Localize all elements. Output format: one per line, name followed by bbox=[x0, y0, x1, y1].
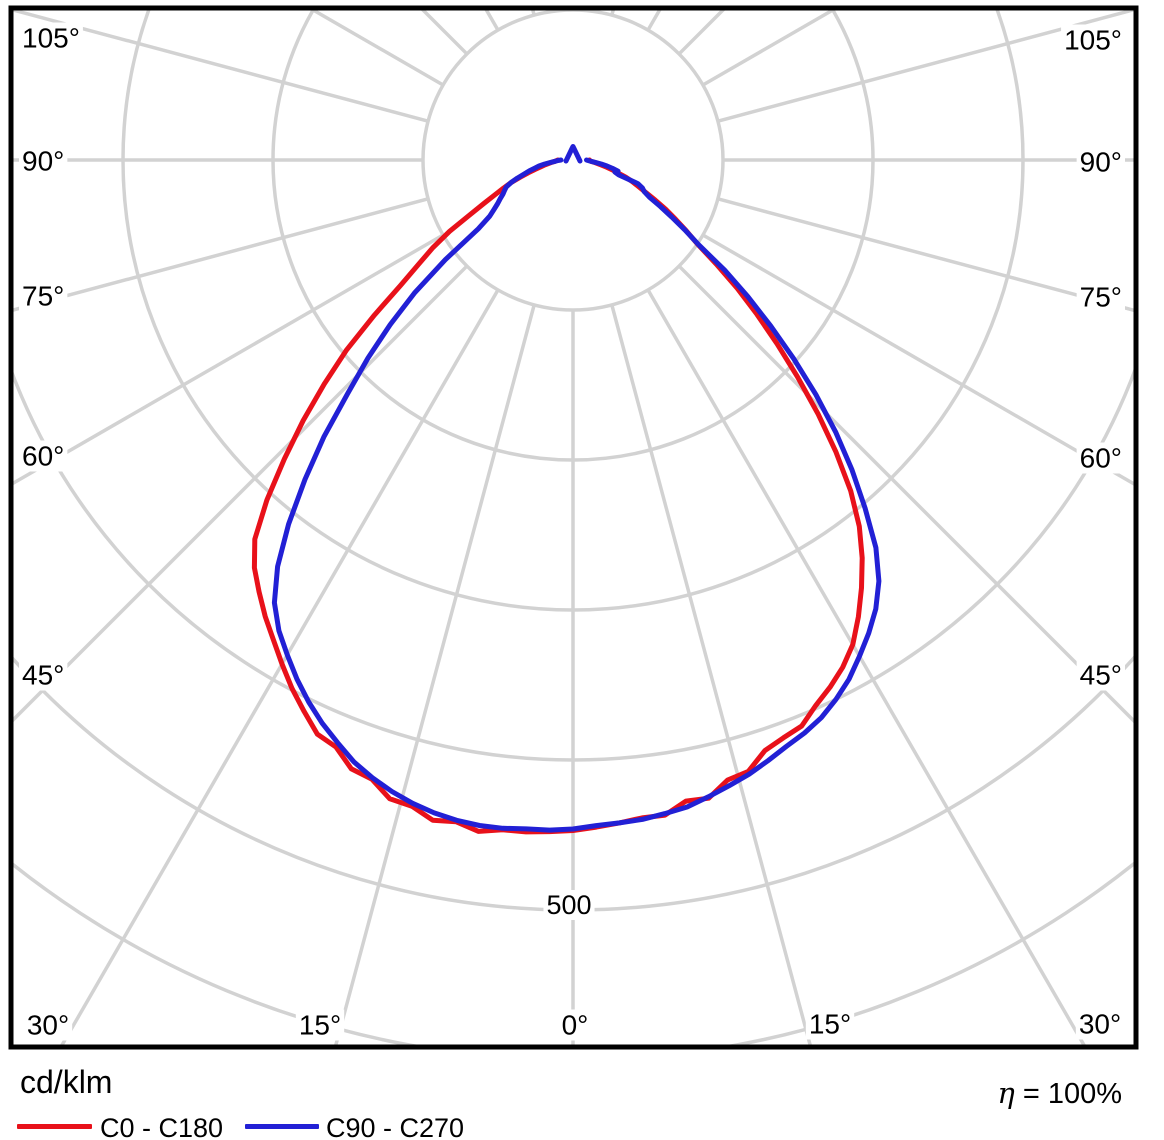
label-backdrop bbox=[1076, 146, 1125, 178]
efficiency-label: η = 100% bbox=[997, 1076, 1122, 1111]
grid-ring-500 bbox=[13, 655, 1134, 912]
eta-value: 100% bbox=[1047, 1078, 1122, 1110]
curve-c0-c180 bbox=[251, 157, 865, 835]
label-backdrop bbox=[1076, 442, 1125, 474]
label-backdrop bbox=[19, 440, 68, 472]
grid-radial-75-left bbox=[13, 197, 429, 312]
legend-label-c0-c180: C0 - C180 bbox=[100, 1113, 224, 1140]
grid-radial-45-left bbox=[13, 264, 469, 722]
label-backdrop bbox=[1076, 659, 1125, 691]
label-backdrop bbox=[19, 145, 68, 177]
label-backdrop bbox=[558, 1009, 592, 1041]
axis-label-60deg: 60° bbox=[22, 441, 64, 472]
label-backdrop bbox=[19, 280, 68, 312]
label-backdrop bbox=[19, 659, 68, 691]
axis-label-45deg: 45° bbox=[1080, 660, 1122, 691]
axis-label-45deg: 45° bbox=[22, 660, 64, 691]
legend-label-c90-c270: C90 - C270 bbox=[326, 1113, 465, 1140]
legend-swatch-c0-c180 bbox=[17, 1124, 92, 1129]
grid-radial-15-left bbox=[334, 304, 536, 1045]
axis-label-105deg: 105° bbox=[1064, 25, 1122, 56]
grid-radial-105-right bbox=[717, 10, 1134, 123]
grid-ring-100 bbox=[421, 10, 725, 312]
label-backdrop bbox=[1075, 1008, 1125, 1040]
grid-radial-60-right bbox=[702, 233, 1134, 486]
axis-label-30deg: 30° bbox=[1079, 1009, 1121, 1040]
grid-radial-15-right bbox=[610, 304, 812, 1045]
units-label: cd/klm bbox=[20, 1064, 113, 1100]
plot-frame bbox=[8, 5, 1139, 1050]
label-backdrop bbox=[23, 1009, 73, 1041]
axis-label-60deg: 60° bbox=[1080, 443, 1122, 474]
axis-label-90deg: 90° bbox=[1080, 147, 1122, 178]
axis-label-30deg: 30° bbox=[27, 1010, 69, 1041]
axis-label-75deg: 75° bbox=[22, 281, 64, 312]
grid-radial-75-right bbox=[717, 197, 1134, 312]
label-backdrop bbox=[543, 890, 595, 920]
legend-swatch-c90-c270 bbox=[245, 1124, 319, 1129]
axis-label-0deg: 0° bbox=[562, 1010, 589, 1041]
label-backdrop bbox=[1076, 281, 1125, 313]
axis-label-500: 500 bbox=[546, 890, 591, 920]
axis-label-75deg: 75° bbox=[1080, 282, 1122, 313]
axis-label-90deg: 90° bbox=[22, 146, 64, 177]
axis-label-15deg: 15° bbox=[299, 1010, 341, 1041]
axis-label-15deg: 15° bbox=[809, 1009, 851, 1040]
eta-symbol: η bbox=[997, 1076, 1015, 1110]
grid-radial-30-right bbox=[646, 289, 1086, 1045]
grid-ring-400 bbox=[13, 368, 1134, 762]
curve-c90-c270 bbox=[271, 157, 882, 833]
label-backdrop bbox=[1061, 24, 1125, 56]
label-backdrop bbox=[19, 22, 83, 54]
label-backdrop bbox=[295, 1009, 345, 1041]
axis-label-105deg: 105° bbox=[22, 23, 80, 54]
grid-radial-30-left bbox=[60, 289, 500, 1045]
grid-radial-60-left bbox=[13, 233, 444, 486]
curve-zenith-spike bbox=[563, 144, 583, 164]
label-backdrop bbox=[805, 1008, 855, 1040]
grid-radial-45-right bbox=[677, 264, 1134, 723]
eta-equals: = bbox=[1022, 1078, 1040, 1110]
grid-radial-105-left bbox=[13, 10, 429, 123]
